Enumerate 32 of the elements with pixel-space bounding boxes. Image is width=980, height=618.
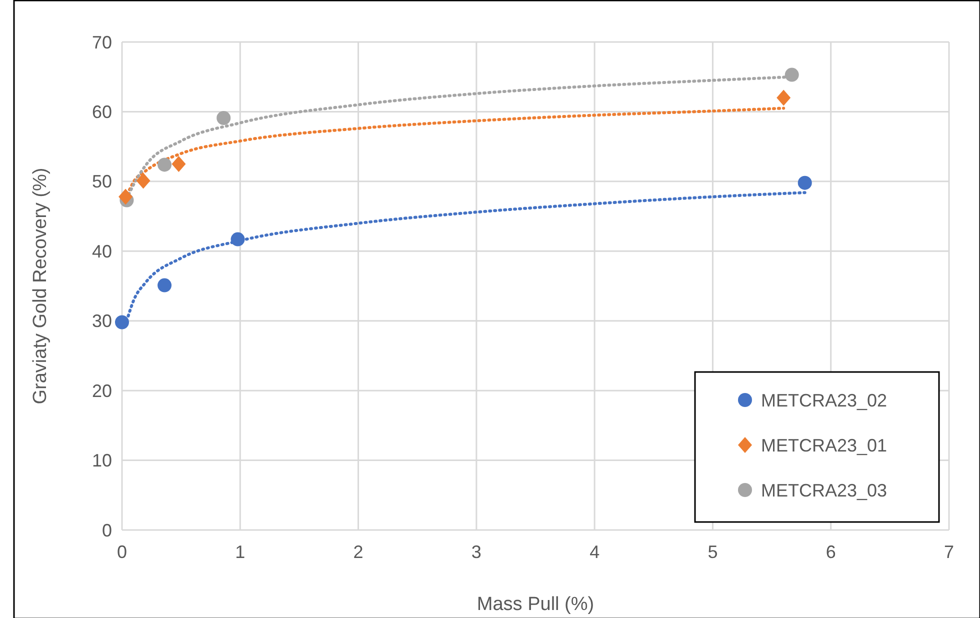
y-axis-title: Graviaty Gold Recovery (%) bbox=[30, 168, 51, 404]
legend-label: METCRA23_01 bbox=[761, 435, 888, 456]
y-tick-label: 10 bbox=[92, 450, 112, 471]
point bbox=[230, 232, 245, 246]
x-tick-label: 0 bbox=[116, 542, 128, 562]
point bbox=[216, 110, 231, 125]
point bbox=[798, 176, 812, 190]
x-tick-label: 4 bbox=[590, 542, 600, 562]
x-tick-label: 6 bbox=[826, 542, 836, 562]
x-axis-title: Mass Pull (%) bbox=[476, 594, 594, 615]
y-tick-label: 40 bbox=[92, 241, 112, 262]
x-tick-label: 2 bbox=[353, 542, 364, 562]
point bbox=[158, 278, 172, 292]
point bbox=[784, 68, 799, 82]
x-tick-label: 3 bbox=[471, 542, 482, 562]
point bbox=[115, 315, 129, 330]
y-tick-label: 30 bbox=[92, 311, 112, 332]
x-tick-label: 5 bbox=[708, 542, 718, 562]
y-tick-label: 50 bbox=[92, 172, 112, 192]
legend-label: METCRA23_03 bbox=[761, 480, 888, 500]
point bbox=[172, 156, 186, 172]
y-tick-label: 70 bbox=[92, 32, 112, 52]
point bbox=[136, 172, 150, 189]
y-tick-label: 20 bbox=[92, 380, 112, 401]
point bbox=[776, 90, 791, 106]
legend-label: METCRA23_02 bbox=[761, 390, 888, 410]
x-tick-label: 7 bbox=[944, 542, 954, 562]
y-tick-label: 0 bbox=[102, 520, 112, 540]
x-tick-label: 1 bbox=[235, 542, 246, 562]
point bbox=[118, 188, 133, 205]
point bbox=[158, 158, 172, 172]
y-tick-label: 60 bbox=[92, 102, 112, 122]
